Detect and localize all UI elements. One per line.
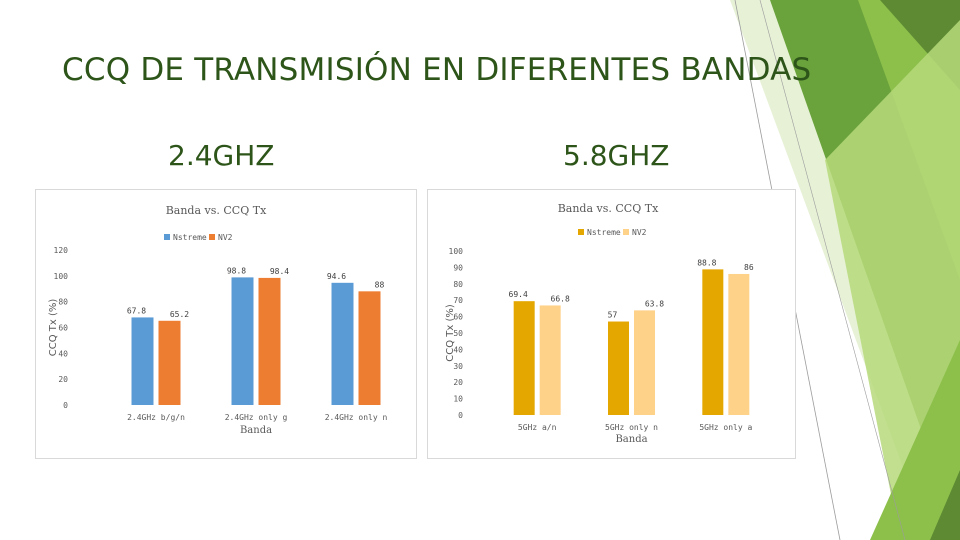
y-tick-label: 0 [63,401,68,410]
y-tick-label: 90 [453,263,463,272]
legend-label: NV2 [632,228,647,237]
y-tick-label: 120 [54,246,69,255]
y-tick-label: 100 [449,247,464,256]
bar [158,320,181,405]
heading-58ghz: 5.8GHZ [563,139,670,172]
x-axis-label: Banda [615,434,647,445]
bar [131,317,154,405]
bar [608,321,629,415]
data-label: 86 [744,263,754,272]
x-tick-label: 2.4GHz only g [225,413,288,422]
x-tick-label: 5GHz only n [605,423,658,432]
bar [702,269,724,415]
data-label: 94.6 [327,272,346,281]
y-tick-label: 30 [453,362,463,371]
data-label: 67.8 [127,306,146,315]
legend-label: Nstreme [173,233,207,242]
chart-title: Banda vs. CCQ Tx [166,204,267,217]
legend-swatch [164,234,170,240]
data-label: 88 [375,280,385,289]
data-label: 98.8 [227,266,246,275]
chart-58ghz-frame: Banda vs. CCQ Tx Nstreme NV2 CCQ Tx (%) 0 10 2… [427,189,796,459]
legend-label: Nstreme [587,228,621,237]
y-tick-label: 40 [453,345,463,354]
y-tick-label: 70 [453,296,463,305]
data-label: 63.8 [645,299,664,308]
y-tick-label: 100 [54,272,69,281]
chart-title: Banda vs. CCQ Tx [558,202,659,215]
data-label: 69.4 [509,290,528,299]
data-label: 98.4 [270,267,289,276]
legend-swatch [623,229,629,235]
y-tick-label: 40 [58,349,68,358]
x-tick-label: 2.4GHz b/g/n [127,413,185,422]
bar [634,310,655,415]
legend-swatch [209,234,215,240]
chart-58ghz: Banda vs. CCQ Tx Nstreme NV2 CCQ Tx (%) 0 10 2… [445,202,754,445]
x-axis-label: Banda [240,425,272,436]
y-tick-label: 60 [453,313,463,322]
y-tick-label: 10 [453,395,463,404]
y-tick-label: 80 [453,280,463,289]
data-label: 65.2 [170,310,189,319]
y-axis-label: CCQ Tx (%) [48,299,59,357]
bar [358,291,381,405]
chart-24ghz: Banda vs. CCQ Tx Nstreme NV2 CCQ Tx (%) 0 20 4… [48,204,388,436]
y-axis-label: CCQ Tx (%) [445,304,456,362]
x-tick-label: 5GHz a/n [518,423,557,432]
y-tick-label: 50 [453,329,463,338]
bar [539,305,561,415]
x-tick-label: 5GHz only a [699,423,752,432]
page-title: CCQ DE TRANSMISIÓN EN DIFERENTES BANDAS [62,52,812,88]
bar [231,277,254,405]
y-tick-label: 60 [58,324,68,333]
heading-24ghz: 2.4GHZ [168,139,275,172]
bar [258,277,281,405]
x-tick-label: 2.4GHz only n [325,413,388,422]
bar [331,282,354,405]
legend-label: NV2 [218,233,233,242]
legend-swatch [578,229,584,235]
y-tick-label: 20 [58,375,68,384]
chart-24ghz-frame: Banda vs. CCQ Tx Nstreme NV2 CCQ Tx (%) 0 20 4… [35,189,417,459]
data-label: 66.8 [551,294,570,303]
y-tick-label: 0 [458,411,463,420]
y-tick-label: 20 [453,378,463,387]
data-label: 88.8 [697,258,716,267]
y-tick-label: 80 [58,298,68,307]
data-label: 57 [608,311,618,320]
bar [728,273,750,415]
bar [513,301,535,415]
